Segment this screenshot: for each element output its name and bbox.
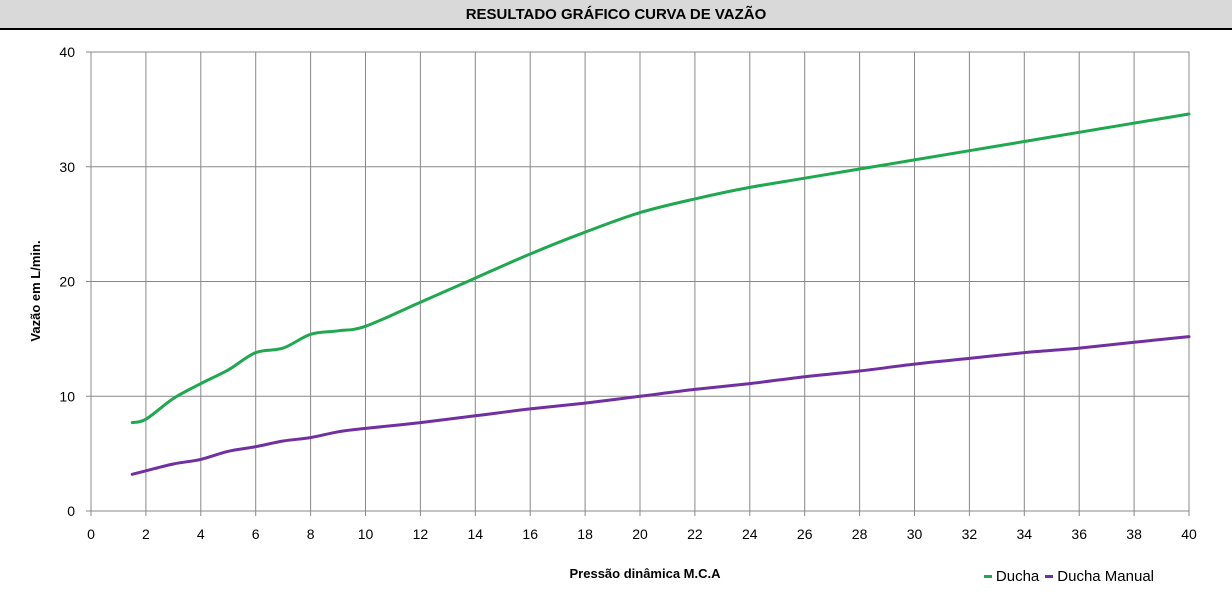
y-tick-label: 0: [67, 503, 75, 519]
legend-swatch-ducha-manual: [1045, 575, 1054, 578]
x-tick-label: 16: [522, 526, 538, 542]
x-tick-label: 12: [413, 526, 429, 542]
legend-item-ducha-manual: Ducha Manual: [1045, 568, 1154, 585]
x-tick-label: 0: [87, 526, 95, 542]
legend-label-ducha: Ducha: [995, 568, 1040, 585]
chart-title-bar: RESULTADO GRÁFICO CURVA DE VAZÃO: [0, 0, 1232, 30]
x-tick-label: 10: [358, 526, 374, 542]
x-axis-label: Pressão dinâmica M.C.A: [570, 566, 722, 581]
y-tick-label: 10: [59, 388, 75, 404]
x-tick-label: 40: [1181, 526, 1197, 542]
chart-legend: Ducha Ducha Manual: [978, 568, 1154, 585]
y-axis-label: Vazão em L/min.: [28, 240, 43, 341]
x-tick-label: 4: [197, 526, 205, 542]
x-tick-label: 24: [742, 526, 758, 542]
x-axis-ticks: 0 2 4 6 8 10 12 14 16 18 20 22 24 26 28 30 32 34 36 38 40: [87, 526, 1197, 542]
x-tick-label: 20: [632, 526, 648, 542]
series-line-ducha-manual: [130, 335, 1191, 476]
series-line-ducha: [130, 112, 1191, 425]
y-axis-ticks: 0 10 20 30 40: [59, 44, 75, 519]
y-tick-label: 40: [59, 44, 75, 60]
x-tick-label: 2: [142, 526, 150, 542]
legend-label-ducha-manual: Ducha Manual: [1057, 568, 1154, 585]
x-tick-label: 34: [1017, 526, 1033, 542]
x-tick-label: 8: [307, 526, 315, 542]
legend-swatch-ducha: [983, 575, 992, 578]
x-tick-label: 30: [907, 526, 923, 542]
x-tick-label: 14: [468, 526, 484, 542]
legend-item-ducha: Ducha: [983, 568, 1040, 585]
chart-title: RESULTADO GRÁFICO CURVA DE VAZÃO: [465, 5, 767, 23]
x-tick-label: 36: [1071, 526, 1087, 542]
chart-series: [130, 112, 1191, 476]
x-tick-label: 32: [962, 526, 978, 542]
x-tick-label: 26: [797, 526, 813, 542]
x-tick-label: 22: [687, 526, 703, 542]
x-tick-label: 38: [1126, 526, 1142, 542]
y-tick-label: 20: [59, 274, 75, 290]
x-tick-label: 6: [252, 526, 260, 542]
x-tick-label: 28: [852, 526, 868, 542]
x-tick-label: 18: [577, 526, 593, 542]
y-tick-label: 30: [59, 159, 75, 175]
